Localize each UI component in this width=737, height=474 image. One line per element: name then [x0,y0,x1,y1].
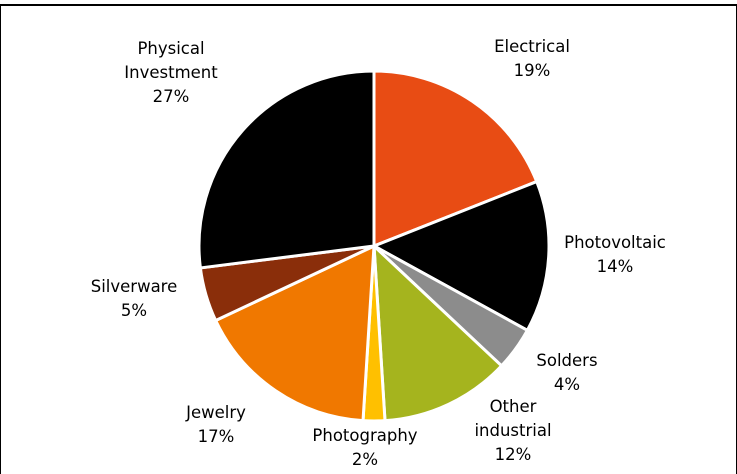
slice-label-solders: Solders 4% [536,351,597,394]
slice-label-photography: Photography 2% [312,426,417,469]
slice-label-percent: 5% [121,301,147,320]
top-border [0,4,737,6]
slice-label-percent: 2% [352,450,378,469]
pie-slice-photovoltaic [372,180,551,332]
slice-label-name: Solders [536,351,597,370]
slice-label-name: Photography [312,426,417,445]
slice-label-percent: 27% [153,87,190,106]
pie-slice-jewelry [214,244,376,423]
slice-label-physical-investment: Physical Investment 27% [124,39,218,106]
slice-label-percent: 17% [198,427,235,446]
slice-label-jewelry: Jewelry 17% [185,403,246,446]
slice-label-percent: 12% [495,445,532,464]
slice-label-name: Investment [124,63,218,82]
pie-slice-other-industrial [372,244,504,423]
slice-label-percent: 4% [554,375,580,394]
slice-label-name: Physical [137,39,204,58]
left-border [0,4,1,474]
slice-label-name: Other [490,397,537,416]
slice-label-percent: 14% [597,257,634,276]
pie-slice-electrical [372,69,539,248]
slice-label-silverware: Silverware 5% [91,277,178,320]
slice-label-percent: 19% [514,61,551,80]
slice-label-name: Photovoltaic [564,233,666,252]
slice-label-electrical: Electrical 19% [494,37,570,80]
slice-label-name: Jewelry [185,403,246,422]
slice-label-name: industrial [474,421,551,440]
pie-slices [197,69,551,423]
slice-label-name: Silverware [91,277,178,296]
pie-slice-physical-investment [197,69,376,270]
slice-label-name: Electrical [494,37,570,56]
pie-labels: Electrical 19%Photovoltaic 14%Solders 4%Oth… [91,37,666,469]
slice-label-other-industrial: Other industrial 12% [474,397,551,464]
slice-label-photovoltaic: Photovoltaic 14% [564,233,666,276]
